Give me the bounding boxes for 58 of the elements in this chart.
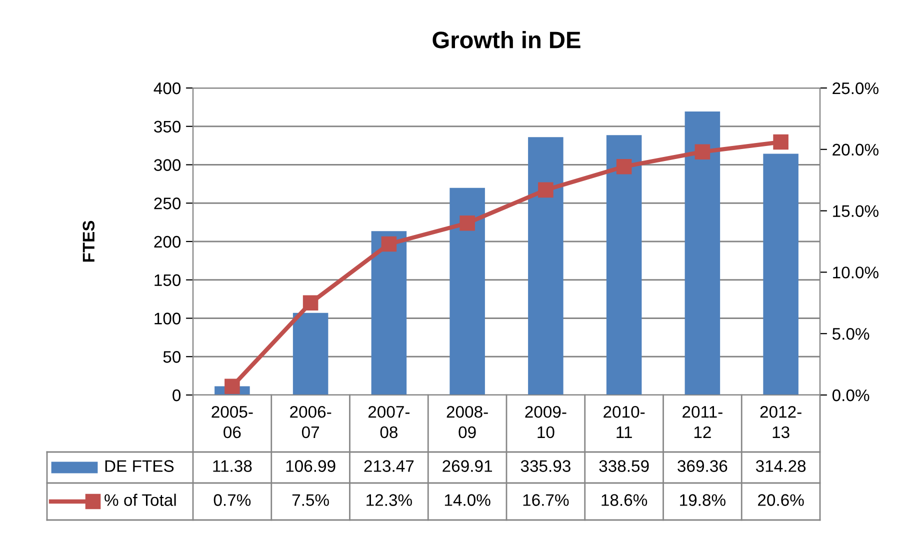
point xyxy=(694,144,710,160)
y-axis-title: FTES xyxy=(82,220,95,262)
bar xyxy=(763,154,798,395)
data-label: 16.7% xyxy=(523,494,569,506)
y-tick-label: 0 xyxy=(172,389,181,402)
point xyxy=(773,134,788,150)
y2-tick-label: 10.0% xyxy=(833,266,878,278)
bar xyxy=(528,137,564,395)
chart-title: Growth in DE xyxy=(432,30,580,48)
data-label: 213.47 xyxy=(364,460,414,472)
data-label: 18.6% xyxy=(602,494,648,506)
data-label: 11.38 xyxy=(213,460,252,472)
legend-label: DE FTES xyxy=(105,460,174,472)
data-label: 338.59 xyxy=(599,460,649,472)
y2-tick-label: 5.0% xyxy=(832,328,870,340)
data-label: 369.36 xyxy=(678,460,728,472)
point xyxy=(616,158,632,174)
y-tick-label: 400 xyxy=(154,82,181,94)
point xyxy=(538,182,554,198)
x-tick-label: 2011-12 xyxy=(682,406,722,438)
data-label: 335.93 xyxy=(520,460,570,472)
x-tick-label: 2006-07 xyxy=(290,406,332,438)
bar xyxy=(292,312,328,395)
y2-tick-label: 15.0% xyxy=(833,205,878,218)
bar xyxy=(450,188,485,395)
data-label: 0.7% xyxy=(214,494,251,506)
bar xyxy=(684,112,720,395)
point xyxy=(460,215,475,231)
bar xyxy=(371,231,407,395)
x-tick-label: 2008-09 xyxy=(446,406,488,438)
point xyxy=(224,378,240,394)
data-label: 7.5% xyxy=(292,494,329,506)
y2-tick-label: 0.0% xyxy=(832,389,870,402)
point xyxy=(302,295,318,311)
data-label: 20.6% xyxy=(758,494,804,506)
data-label: 14.0% xyxy=(444,494,490,506)
data-label: 269.91 xyxy=(442,460,492,472)
y-tick-label: 250 xyxy=(154,198,181,210)
x-tick-label: 2009-10 xyxy=(525,406,566,438)
legend-label: % of Total xyxy=(104,494,176,506)
x-tick-label: 2005-06 xyxy=(212,406,253,438)
y-tick-label: 300 xyxy=(154,159,181,171)
data-label: 19.8% xyxy=(680,494,726,506)
data-label: 106.99 xyxy=(286,460,336,472)
data-label: 314.28 xyxy=(756,460,806,472)
y-tick-label: 200 xyxy=(154,236,181,248)
x-tick-label: 2007-08 xyxy=(368,406,410,438)
y-tick-label: 150 xyxy=(154,274,181,286)
x-tick-label: 2010-11 xyxy=(604,406,645,438)
x-tick-label: 2012-13 xyxy=(760,406,802,438)
y-tick-label: 50 xyxy=(163,351,181,363)
y-tick-label: 350 xyxy=(154,120,181,133)
y2-tick-label: 20.0% xyxy=(832,144,878,156)
data-label: 12.3% xyxy=(366,494,412,506)
point xyxy=(381,236,397,252)
y2-tick-label: 25.0% xyxy=(832,82,878,94)
y-tick-label: 100 xyxy=(154,312,181,324)
bar xyxy=(606,135,642,395)
